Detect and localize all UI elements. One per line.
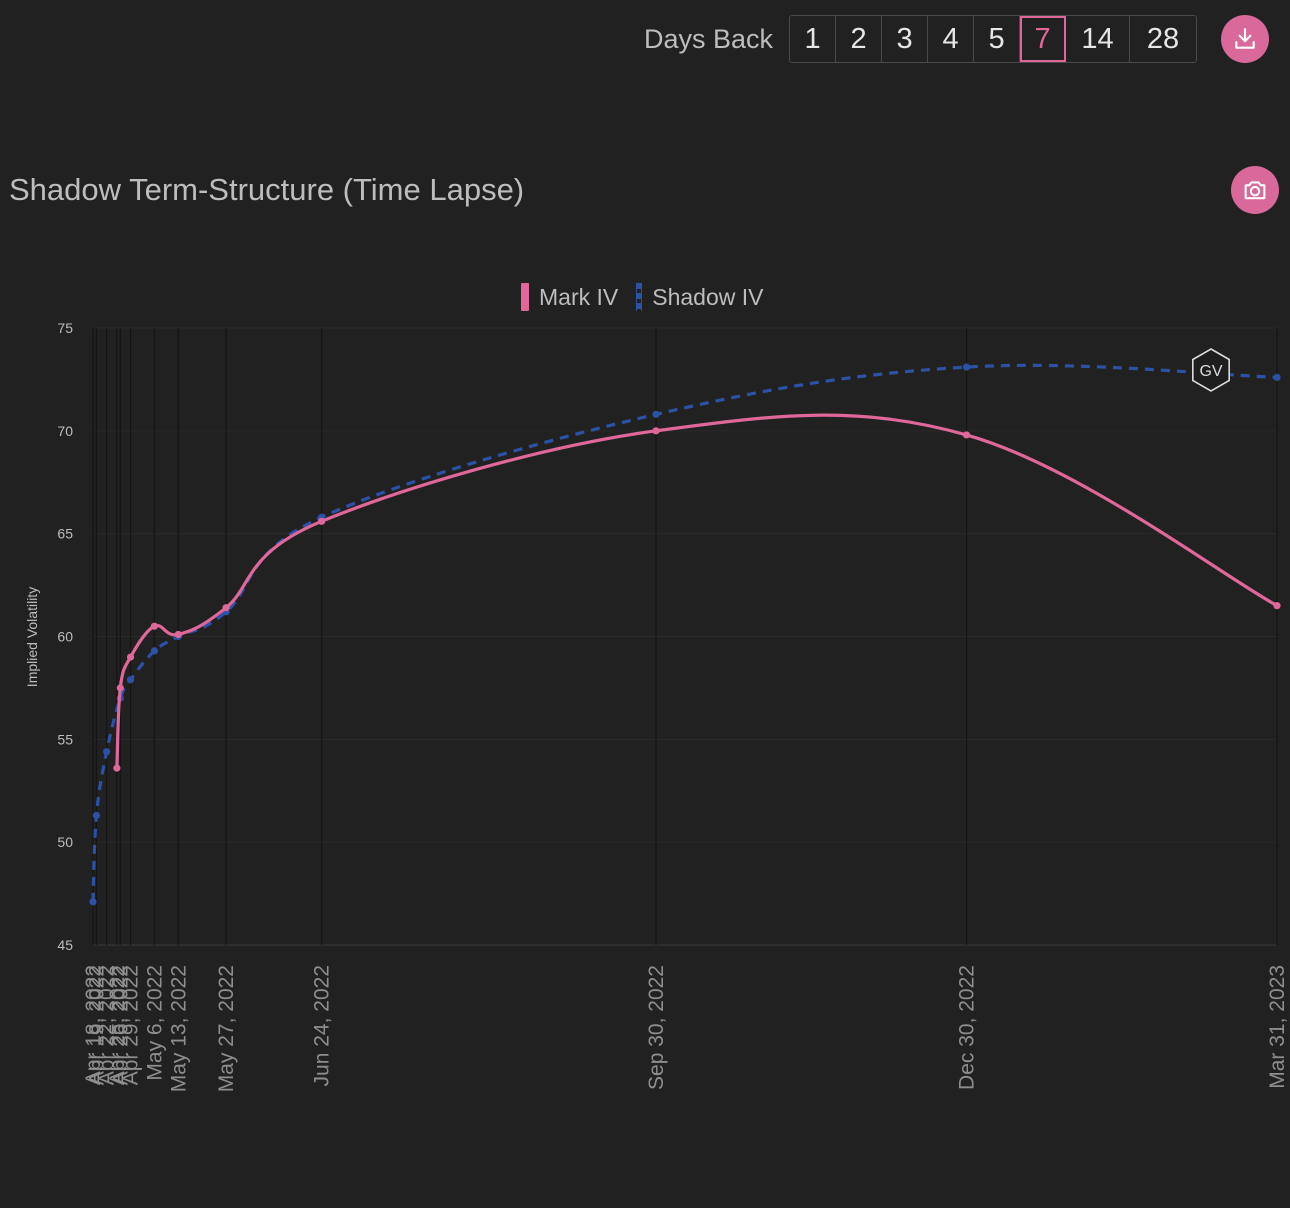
- legend-item-shadow-iv[interactable]: Shadow IV: [636, 283, 763, 311]
- days-back-option-4[interactable]: 4: [928, 16, 975, 62]
- days-back-selector: Days Back 1 2 3 4 5 7 14 28: [644, 15, 1198, 63]
- shadow-iv-point: [962, 363, 971, 371]
- mark-iv-point: [116, 684, 124, 692]
- y-tick-label: 50: [57, 834, 73, 850]
- download-icon: [1235, 28, 1255, 49]
- y-tick-label: 45: [57, 937, 73, 953]
- y-tick-label: 55: [57, 731, 73, 747]
- x-tick-label: Apr 26, 2022: [109, 965, 132, 1085]
- shadow-iv-point: [103, 748, 111, 756]
- y-axis-label: Implied Volatility: [24, 587, 40, 687]
- x-tick-label: Sep 30, 2022: [645, 965, 668, 1090]
- x-tick-label: Apr 29, 2022: [120, 965, 143, 1085]
- gv-watermark-logo: [1192, 348, 1230, 392]
- x-tick-label: May 6, 2022: [143, 965, 166, 1081]
- days-back-option-7[interactable]: 7: [1020, 16, 1067, 62]
- chart-legend: Mark IV Shadow IV: [521, 283, 781, 311]
- mark-iv-point: [318, 517, 326, 525]
- mark-iv-point: [962, 431, 971, 439]
- days-back-option-1[interactable]: 1: [790, 16, 837, 62]
- shadow-iv-point: [89, 898, 97, 906]
- shadow-iv-point: [150, 647, 159, 655]
- page-title: Shadow Term-Structure (Time Lapse): [9, 172, 525, 207]
- x-tick-label: Mar 31, 2023: [1266, 965, 1289, 1089]
- mark-iv-point: [1273, 602, 1281, 610]
- mark-iv-point: [126, 653, 135, 661]
- legend-swatch-mark-iv: [521, 283, 529, 311]
- shadow-iv-point: [92, 811, 101, 820]
- camera-icon: [1244, 181, 1266, 200]
- x-tick-label: May 13, 2022: [167, 965, 190, 1092]
- days-back-option-28[interactable]: 28: [1146, 22, 1180, 55]
- mark-iv-point: [222, 604, 230, 612]
- x-tick-label: Jun 24, 2022: [311, 965, 334, 1086]
- shadow-iv-point: [1273, 373, 1281, 381]
- screenshot-button[interactable]: [1231, 166, 1279, 214]
- legend-label-mark-iv: Mark IV: [539, 283, 619, 310]
- x-tick-label: May 27, 2022: [215, 965, 238, 1092]
- gv-watermark-text: GV: [1199, 363, 1222, 380]
- download-button[interactable]: [1221, 15, 1269, 63]
- mark-iv-point: [113, 764, 121, 772]
- x-tick-label: Apr 25, 2022: [106, 965, 129, 1085]
- legend-item-mark-iv[interactable]: Mark IV: [521, 283, 618, 311]
- days-back-option-14[interactable]: 14: [1066, 16, 1131, 62]
- shadow-iv-point: [652, 410, 660, 418]
- legend-label-shadow-iv: Shadow IV: [652, 283, 764, 310]
- days-back-label: Days Back: [644, 23, 774, 54]
- days-back-option-2[interactable]: 2: [836, 16, 883, 62]
- mark-iv-point: [150, 622, 159, 630]
- shadow-iv-point: [126, 676, 135, 684]
- mark-iv-line: [115, 413, 1278, 769]
- y-tick-label: 75: [57, 320, 73, 336]
- mark-iv-point: [652, 427, 660, 435]
- legend-swatch-shadow-iv: [636, 283, 643, 311]
- days-back-button-group: 1 2 3 4 5 7 14 28: [789, 15, 1198, 63]
- y-tick-label: 70: [57, 423, 73, 439]
- x-tick-label: Apr 19, 2022: [85, 965, 108, 1085]
- days-back-option-3[interactable]: 3: [882, 16, 929, 62]
- mark-iv-point: [174, 630, 182, 639]
- y-tick-label: 60: [57, 629, 73, 645]
- x-tick-label: Apr 18, 2022: [82, 965, 105, 1085]
- x-tick-label: Apr 22, 2022: [96, 965, 119, 1085]
- y-tick-label: 65: [57, 526, 73, 542]
- shadow-iv-line: [91, 363, 1278, 902]
- days-back-option-5[interactable]: 5: [974, 16, 1021, 62]
- x-tick-label: Dec 30, 2022: [955, 965, 978, 1090]
